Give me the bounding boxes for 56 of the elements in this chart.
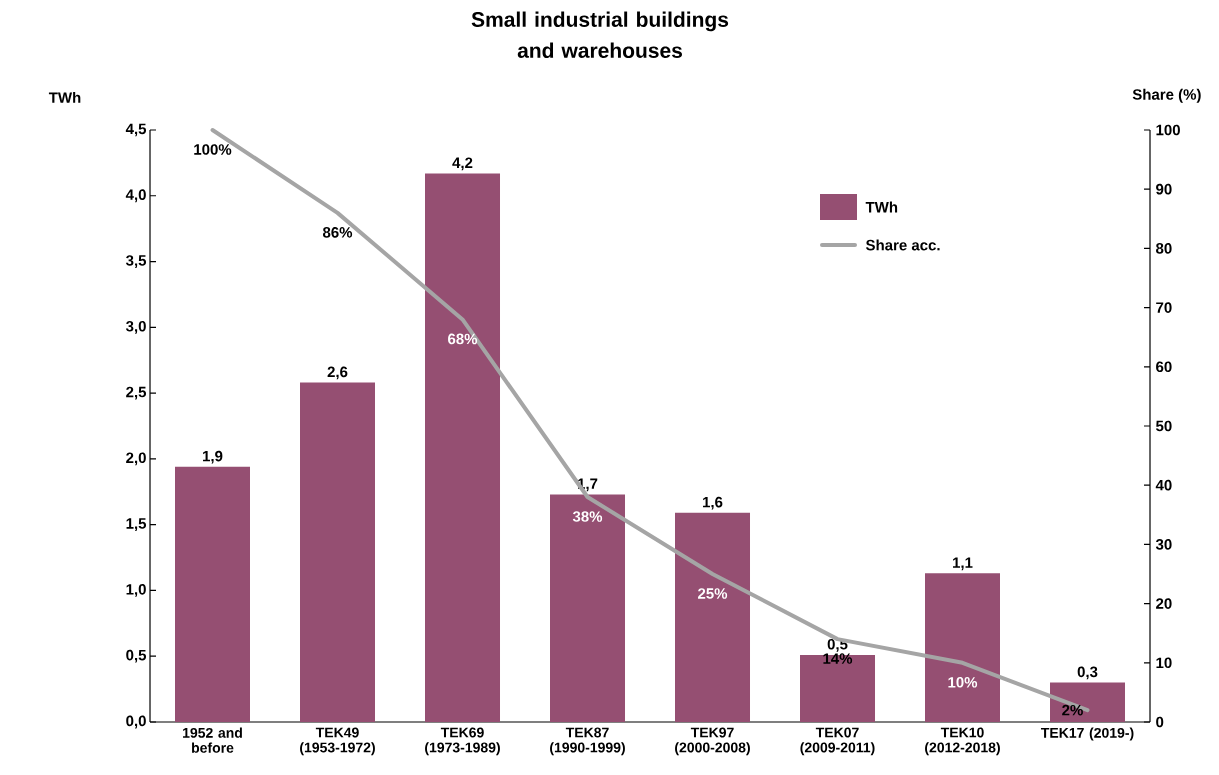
y-tick-label: 3,5 <box>125 255 147 268</box>
data-label: 1,9 <box>203 450 223 464</box>
y2-tick-label: 40 <box>1155 479 1172 491</box>
data-label: 14% <box>823 653 853 664</box>
data-label: 38% <box>572 511 603 522</box>
y2-tick-label: 50 <box>1155 420 1172 432</box>
y-tick-label: 1,5 <box>126 518 147 531</box>
y2-tick-label: 70 <box>1156 302 1172 313</box>
bar <box>925 573 1000 722</box>
y-tick-label: 2,5 <box>126 386 147 400</box>
x-tick-label: 1952 and before <box>183 727 242 753</box>
data-label: 2% <box>1062 704 1083 716</box>
y2-tick-label: 0 <box>1156 716 1164 728</box>
data-label: 10% <box>948 676 978 688</box>
x-tick-label: TEK49 (1953-1972) <box>300 727 375 756</box>
y2-tick-label: 20 <box>1156 598 1172 609</box>
y2-tick-label: 10 <box>1156 657 1172 669</box>
bar <box>175 466 250 722</box>
y-tick-label: 1,0 <box>126 584 146 597</box>
data-label: 1,1 <box>953 557 973 571</box>
bar <box>550 494 625 722</box>
legend-label: TWh <box>865 201 898 213</box>
data-label: 100% <box>194 144 232 155</box>
data-label: 4,2 <box>452 157 473 171</box>
x-tick-label: TEK69 (1973-1989) <box>425 727 500 756</box>
y-axis-title: TWh <box>48 91 81 103</box>
x-tick-label: TEK87 (1990-1999) <box>550 727 625 756</box>
bar <box>425 173 500 722</box>
x-tick-label: TEK10 (2012-2018) <box>925 727 1000 756</box>
bar <box>800 654 876 722</box>
data-label: 1,6 <box>703 496 723 510</box>
chart-title: Small industrial buildings and warehouses <box>471 11 729 58</box>
data-label: 68% <box>448 333 478 345</box>
y2-tick-label: 30 <box>1155 539 1172 550</box>
y2-tick-label: 60 <box>1156 361 1172 373</box>
legend-label: Share acc. <box>865 239 940 251</box>
y2-tick-label: 90 <box>1156 183 1172 195</box>
y-tick-label: 4,0 <box>125 189 146 203</box>
y2-axis-title: Share (%) <box>1132 88 1201 103</box>
y-tick-label: 3,0 <box>125 320 146 334</box>
y-tick-label: 4,5 <box>125 123 147 137</box>
y-tick-label: 2,0 <box>126 452 146 466</box>
data-label: 2,6 <box>327 366 348 380</box>
x-tick-label: TEK17 (2019-) <box>1040 727 1134 741</box>
bar <box>675 512 750 722</box>
x-tick-label: TEK07 (2009-2011) <box>800 727 875 756</box>
y-tick-label: 0,5 <box>126 649 147 663</box>
bar <box>300 382 375 722</box>
bar <box>1050 682 1125 722</box>
data-label: 86% <box>322 227 353 238</box>
y2-tick-label: 100 <box>1156 124 1180 136</box>
data-label: 0,3 <box>1077 666 1098 680</box>
y-tick-label: 0,0 <box>126 715 146 729</box>
x-tick-label: TEK97 (2000-2008) <box>675 727 750 756</box>
data-label: 25% <box>698 588 728 599</box>
y2-tick-label: 80 <box>1156 243 1172 254</box>
